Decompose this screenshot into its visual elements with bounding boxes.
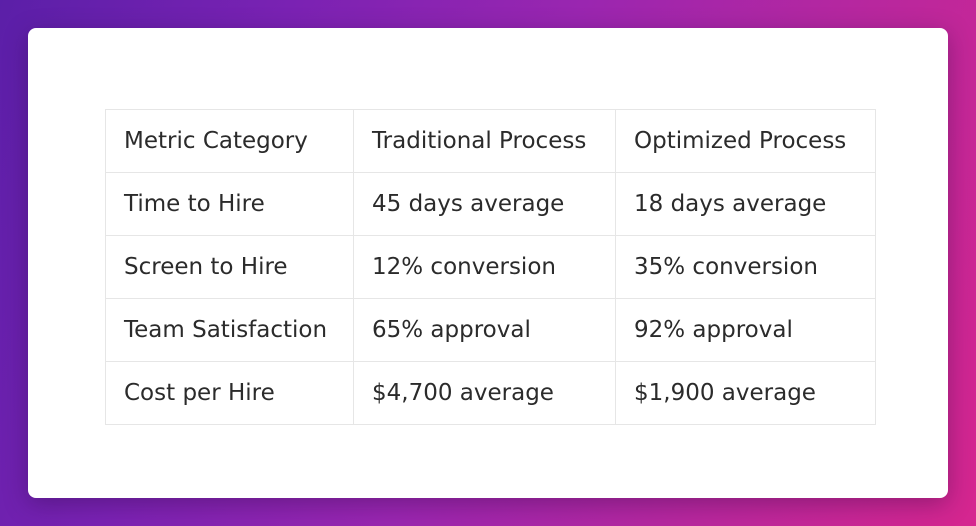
table-header-row: Metric Category Traditional Process Opti… [105, 109, 876, 173]
table-row: Time to Hire 45 days average 18 days ave… [105, 172, 876, 236]
content-card: Metric Category Traditional Process Opti… [28, 28, 948, 498]
table-row: Cost per Hire $4,700 average $1,900 aver… [105, 361, 876, 425]
table-cell-optimized: 18 days average [615, 172, 876, 236]
table-cell-optimized: 35% conversion [615, 235, 876, 299]
header-cell-optimized-process: Optimized Process [615, 109, 876, 173]
table-cell-optimized: $1,900 average [615, 361, 876, 425]
table-cell-optimized: 92% approval [615, 298, 876, 362]
header-cell-traditional-process: Traditional Process [353, 109, 616, 173]
table-row: Team Satisfaction 65% approval 92% appro… [105, 298, 876, 362]
table-cell-traditional: 12% conversion [353, 235, 616, 299]
header-cell-metric-category: Metric Category [105, 109, 354, 173]
table-cell-metric: Screen to Hire [105, 235, 354, 299]
table-row: Screen to Hire 12% conversion 35% conver… [105, 235, 876, 299]
table-cell-traditional: $4,700 average [353, 361, 616, 425]
table-cell-metric: Time to Hire [105, 172, 354, 236]
table-cell-traditional: 45 days average [353, 172, 616, 236]
table-cell-traditional: 65% approval [353, 298, 616, 362]
table-cell-metric: Team Satisfaction [105, 298, 354, 362]
comparison-table: Metric Category Traditional Process Opti… [105, 109, 876, 425]
table-cell-metric: Cost per Hire [105, 361, 354, 425]
